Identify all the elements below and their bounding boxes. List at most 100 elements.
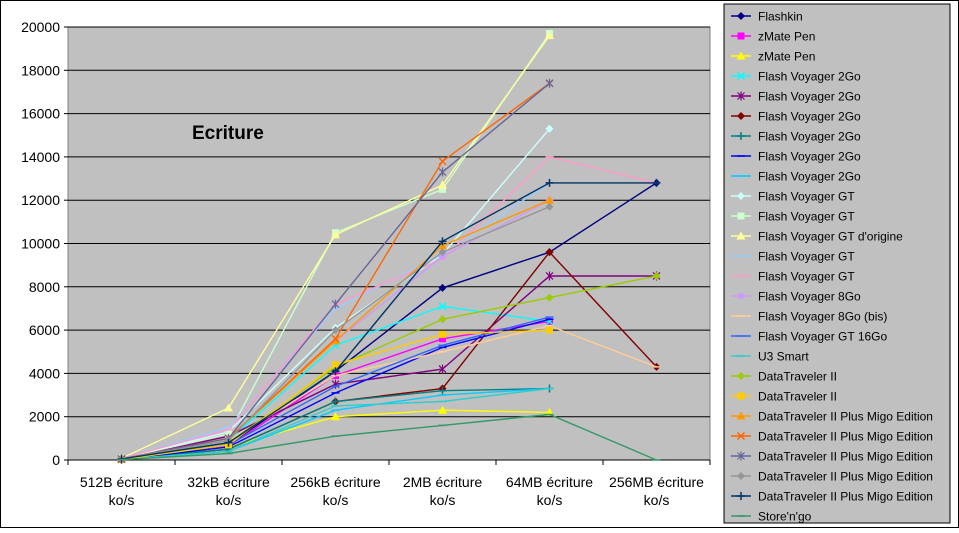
legend-item: Flash Voyager GT <box>731 250 855 264</box>
legend-label: Store'n'go <box>758 510 812 524</box>
x-axis-ticks: 512B écriture ko/s 32kB écriture ko/s 256kB … <box>67 459 711 508</box>
data-point <box>224 438 233 447</box>
data-point <box>545 178 554 187</box>
x-tick-label: 256kB écriture ko/s <box>290 474 380 508</box>
legend-item: DataTraveler II Plus Migo Edition <box>731 410 933 424</box>
data-point <box>438 237 447 246</box>
legend-label: DataTraveler II <box>758 390 837 404</box>
legend-item: Flash Voyager 2Go <box>731 150 861 164</box>
y-tick-label: 2000 <box>29 409 60 425</box>
y-tick-label: 14000 <box>21 149 60 165</box>
data-point <box>545 202 554 211</box>
data-point <box>331 230 340 239</box>
legend-label: Flash Voyager GT <box>758 270 855 284</box>
y-tick-label: 12000 <box>21 192 60 208</box>
legend-item: DataTraveler II Plus Migo Edition <box>731 450 933 464</box>
legend-swatch-marker <box>737 292 745 300</box>
legend: Flashkin zMate Pen zMate Pen Flash Voyager … <box>723 3 951 524</box>
data-point <box>439 330 446 338</box>
legend-swatch-marker <box>737 192 745 200</box>
legend-item: Flash Voyager 2Go <box>731 90 861 104</box>
legend-label: Flash Voyager 2Go <box>758 110 861 124</box>
x-tick-label: 32kB écriture ko/s <box>187 474 270 508</box>
legend-label: Flash Voyager GT <box>758 190 855 204</box>
x-tick-label: 2MB écriture ko/s <box>403 474 483 508</box>
legend-swatch-marker <box>737 91 745 101</box>
legend-item: Flash Voyager GT <box>731 270 855 284</box>
data-point <box>438 364 447 374</box>
data-point <box>545 78 554 88</box>
y-tick-label: 16000 <box>21 106 60 122</box>
data-point <box>331 334 340 343</box>
data-point <box>331 367 340 376</box>
series-line <box>121 413 657 461</box>
data-point <box>545 271 554 281</box>
data-point <box>439 335 446 343</box>
data-point <box>545 195 554 204</box>
legend-label: DataTraveler II Plus Migo Edition <box>758 490 933 504</box>
legend-label: DataTraveler II <box>758 370 837 384</box>
legend-swatch-marker <box>737 492 745 500</box>
legend-item: Flash Voyager GT 16Go <box>731 330 888 344</box>
series-line <box>121 156 657 459</box>
data-point <box>438 315 447 324</box>
legend-swatch-marker <box>737 372 745 380</box>
legend-label: Flash Voyager 2Go <box>758 90 861 104</box>
y-axis-ticks: 0 2000 4000 6000 8000 10000 12000 14000 16000 180… <box>21 19 68 468</box>
legend-item: Flash Voyager 2Go <box>731 110 861 124</box>
legend-swatch-marker <box>737 12 745 20</box>
legend-label: DataTraveler II Plus Migo Edition <box>758 430 933 444</box>
data-point <box>331 299 340 309</box>
y-tick-label: 20000 <box>21 19 60 35</box>
legend-item: Flash Voyager GT <box>731 210 855 224</box>
legend-item: Flashkin <box>731 10 803 24</box>
data-point <box>224 403 233 412</box>
legend-item: zMate Pen <box>731 30 815 44</box>
legend-label: Flash Voyager 2Go <box>758 170 861 184</box>
legend-item: DataTraveler II Plus Migo Edition <box>731 490 933 504</box>
legend-item: DataTraveler II Plus Migo Edition <box>731 470 933 484</box>
legend-label: Flash Voyager 8Go <box>758 290 861 304</box>
legend-items: Flashkin zMate Pen zMate Pen Flash Voyager … <box>731 10 933 524</box>
data-point <box>545 124 554 133</box>
y-tick-label: 8000 <box>29 279 60 295</box>
y-tick-label: 6000 <box>29 322 60 338</box>
legend-item: Store'n'go <box>731 510 812 524</box>
legend-item: DataTraveler II Plus Migo Edition <box>731 430 933 444</box>
legend-item: zMate Pen <box>731 50 815 64</box>
legend-label: Flash Voyager GT d'origine <box>758 230 903 244</box>
legend-swatch-marker <box>737 32 745 40</box>
data-point <box>545 293 554 302</box>
chart-title: Ecriture <box>192 123 264 144</box>
legend-swatch-marker <box>737 112 745 120</box>
legend-item: Flash Voyager 2Go <box>731 130 861 144</box>
legend-item: Flash Voyager GT <box>731 190 855 204</box>
legend-label: Flash Voyager 2Go <box>758 150 861 164</box>
data-point <box>438 302 447 311</box>
legend-swatch-marker <box>737 392 745 400</box>
series-lines <box>117 29 661 464</box>
series-line <box>121 275 657 461</box>
y-tick-label: 18000 <box>21 62 60 78</box>
legend-label: Flash Voyager 8Go (bis) <box>758 310 887 324</box>
legend-label: zMate Pen <box>758 30 815 44</box>
data-point <box>438 248 447 257</box>
y-tick-label: 0 <box>52 452 60 468</box>
legend-label: Flashkin <box>758 10 803 24</box>
legend-label: zMate Pen <box>758 50 815 64</box>
data-point <box>438 405 447 414</box>
legend-label: Flash Voyager GT <box>758 250 855 264</box>
series-17 <box>117 387 554 461</box>
series-25 <box>117 413 661 461</box>
legend-swatch-marker <box>736 231 746 240</box>
data-point <box>545 248 554 257</box>
legend-label: Flash Voyager GT <box>758 210 855 224</box>
data-point <box>546 326 553 334</box>
data-point <box>331 336 340 345</box>
data-point <box>652 178 661 187</box>
series-line <box>121 182 657 460</box>
legend-item: Flash Voyager 8Go <box>731 290 861 304</box>
legend-label: Flash Voyager 2Go <box>758 70 861 84</box>
legend-box <box>723 3 951 524</box>
